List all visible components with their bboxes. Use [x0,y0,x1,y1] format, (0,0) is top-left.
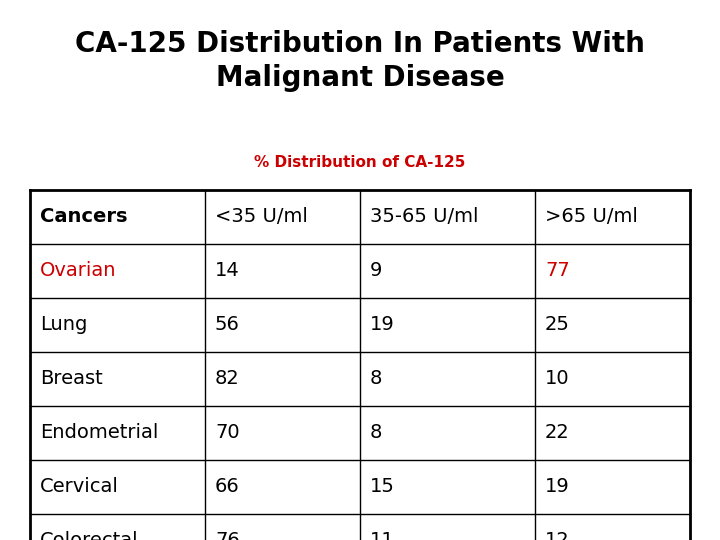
Text: <35 U/ml: <35 U/ml [215,207,308,226]
Text: 70: 70 [215,423,240,442]
Text: 19: 19 [545,477,570,496]
Text: 82: 82 [215,369,240,388]
Text: Colorectal: Colorectal [40,531,139,540]
Text: 15: 15 [370,477,395,496]
Text: 22: 22 [545,423,570,442]
Text: 76: 76 [215,531,240,540]
Text: 25: 25 [545,315,570,334]
Text: % Distribution of CA-125: % Distribution of CA-125 [254,155,466,170]
Text: 8: 8 [370,423,382,442]
Text: 35-65 U/ml: 35-65 U/ml [370,207,479,226]
Text: Cancers: Cancers [40,207,127,226]
Text: 10: 10 [545,369,570,388]
Text: Lung: Lung [40,315,87,334]
Text: 11: 11 [370,531,395,540]
Text: Cervical: Cervical [40,477,119,496]
Text: 19: 19 [370,315,395,334]
Text: 56: 56 [215,315,240,334]
Text: 77: 77 [545,261,570,280]
Text: 9: 9 [370,261,382,280]
Text: >65 U/ml: >65 U/ml [545,207,638,226]
Text: 8: 8 [370,369,382,388]
Text: CA-125 Distribution In Patients With
Malignant Disease: CA-125 Distribution In Patients With Mal… [75,30,645,91]
Text: 66: 66 [215,477,240,496]
Text: 12: 12 [545,531,570,540]
Text: 14: 14 [215,261,240,280]
Text: Endometrial: Endometrial [40,423,158,442]
Text: Ovarian: Ovarian [40,261,117,280]
Text: Breast: Breast [40,369,103,388]
